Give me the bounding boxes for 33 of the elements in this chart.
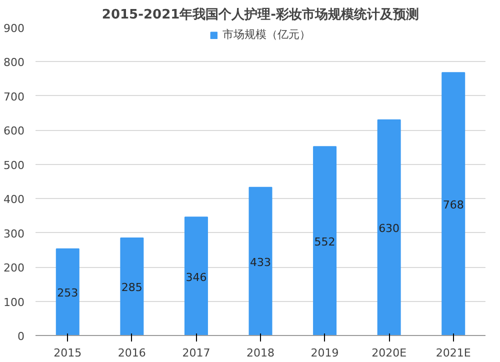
bar (248, 186, 272, 336)
bar (56, 248, 80, 336)
legend-label: 市场规模（亿元） (222, 27, 310, 42)
bar (377, 119, 401, 336)
data-label: 433 (250, 256, 271, 269)
bar (442, 72, 466, 336)
y-tick-label: 200 (4, 262, 25, 275)
x-tick-label: 2019 (310, 346, 339, 360)
data-label: 253 (57, 286, 78, 300)
y-tick-label: 700 (4, 90, 25, 104)
x-tick-label: 2020E (372, 346, 407, 360)
x-tick-label: 2021E (436, 346, 471, 360)
x-tick-label: 2018 (246, 346, 275, 360)
bar (184, 216, 208, 336)
data-label: 552 (314, 236, 336, 249)
y-tick-label: 600 (4, 124, 25, 138)
y-tick-label: 100 (4, 296, 25, 309)
x-tick-label: 2017 (182, 346, 210, 360)
data-label: 630 (378, 222, 400, 236)
y-tick-label: 300 (4, 227, 25, 240)
x-tick-label: 2015 (54, 346, 82, 360)
chart-title: 2015-2021年我国个人护理-彩妆市场规模统计及预测 (102, 6, 420, 22)
data-label: 285 (121, 281, 142, 294)
y-tick-label: 500 (4, 158, 25, 172)
data-label: 346 (186, 270, 207, 284)
y-tick-label: 800 (4, 56, 25, 70)
y-tick-label: 900 (4, 22, 25, 35)
x-tick-label: 2016 (118, 346, 146, 360)
bar (313, 146, 337, 336)
y-tick-label: 0 (18, 330, 24, 343)
bar (120, 237, 144, 336)
y-tick-label: 400 (4, 193, 25, 206)
data-label: 768 (442, 198, 464, 212)
